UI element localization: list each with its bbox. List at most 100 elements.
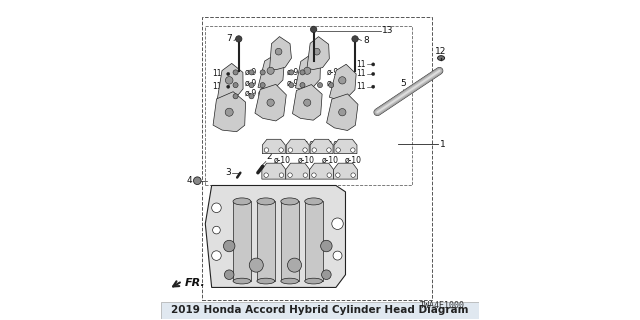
Polygon shape <box>205 186 346 287</box>
Ellipse shape <box>281 198 299 205</box>
Bar <box>161 302 479 319</box>
Circle shape <box>212 251 221 260</box>
Circle shape <box>267 67 274 74</box>
Text: ø-10: ø-10 <box>321 141 339 150</box>
Circle shape <box>372 85 375 88</box>
Circle shape <box>339 108 346 116</box>
Circle shape <box>233 94 238 99</box>
Ellipse shape <box>281 278 299 284</box>
Text: 12: 12 <box>435 47 447 56</box>
Text: 11: 11 <box>212 69 221 78</box>
Ellipse shape <box>233 198 251 205</box>
Polygon shape <box>262 139 285 154</box>
Polygon shape <box>310 139 333 154</box>
Circle shape <box>333 251 342 260</box>
Polygon shape <box>296 55 321 90</box>
Circle shape <box>279 173 284 177</box>
Circle shape <box>303 173 308 177</box>
Circle shape <box>249 94 254 99</box>
Text: 11: 11 <box>356 69 366 78</box>
Polygon shape <box>262 163 285 179</box>
Circle shape <box>335 173 340 177</box>
Circle shape <box>225 76 233 84</box>
Ellipse shape <box>305 278 323 284</box>
Circle shape <box>223 240 235 252</box>
Text: ø-10: ø-10 <box>345 156 362 164</box>
Ellipse shape <box>305 198 323 205</box>
Circle shape <box>300 70 305 75</box>
Circle shape <box>351 173 355 177</box>
Circle shape <box>249 70 254 75</box>
Circle shape <box>303 148 307 152</box>
Circle shape <box>225 108 233 116</box>
Circle shape <box>279 148 284 152</box>
Text: ø-9: ø-9 <box>258 89 270 98</box>
Circle shape <box>227 72 230 76</box>
Circle shape <box>328 83 333 88</box>
Circle shape <box>300 83 305 88</box>
Text: ø-9: ø-9 <box>245 89 257 98</box>
Text: ø-9: ø-9 <box>326 79 339 88</box>
Ellipse shape <box>233 278 251 284</box>
Text: 13: 13 <box>382 27 394 36</box>
Circle shape <box>264 148 269 152</box>
Circle shape <box>233 83 238 88</box>
Text: ø-10: ø-10 <box>321 156 339 164</box>
Circle shape <box>249 83 254 88</box>
Circle shape <box>304 67 311 74</box>
Circle shape <box>289 70 294 75</box>
Bar <box>257 201 275 281</box>
Text: 2: 2 <box>267 152 273 161</box>
Text: 2019 Honda Accord Hybrid Cylinder Head Diagram: 2019 Honda Accord Hybrid Cylinder Head D… <box>172 305 468 316</box>
Circle shape <box>227 85 230 88</box>
Circle shape <box>312 173 316 177</box>
Circle shape <box>288 148 292 152</box>
Circle shape <box>287 258 301 272</box>
Circle shape <box>310 26 317 33</box>
Polygon shape <box>307 37 330 69</box>
Circle shape <box>236 36 242 42</box>
Polygon shape <box>330 64 356 99</box>
Circle shape <box>212 226 220 234</box>
Text: TWA4E1000: TWA4E1000 <box>420 301 465 310</box>
Text: 4: 4 <box>186 176 192 185</box>
Text: 11: 11 <box>356 82 366 91</box>
Polygon shape <box>269 36 291 70</box>
Circle shape <box>352 36 358 42</box>
Circle shape <box>321 240 332 252</box>
Text: ø-10: ø-10 <box>298 156 315 164</box>
Text: 8: 8 <box>363 36 369 45</box>
Polygon shape <box>292 84 322 120</box>
Circle shape <box>326 148 331 152</box>
Circle shape <box>275 48 282 55</box>
Circle shape <box>321 270 331 279</box>
Circle shape <box>314 48 320 55</box>
Circle shape <box>264 173 268 177</box>
Text: 1: 1 <box>440 140 445 148</box>
Text: ø-9: ø-9 <box>287 79 299 88</box>
Ellipse shape <box>257 278 275 284</box>
Circle shape <box>372 72 375 76</box>
Text: 3: 3 <box>225 168 231 177</box>
Bar <box>305 201 323 281</box>
Circle shape <box>193 177 201 185</box>
Polygon shape <box>218 63 243 100</box>
Circle shape <box>267 99 275 106</box>
Circle shape <box>304 99 311 106</box>
Polygon shape <box>285 163 310 179</box>
Circle shape <box>336 148 340 152</box>
Ellipse shape <box>438 56 445 60</box>
Polygon shape <box>333 163 357 179</box>
Bar <box>233 201 251 281</box>
Text: ø-9: ø-9 <box>326 68 339 77</box>
Text: 11: 11 <box>356 60 366 69</box>
Circle shape <box>339 77 346 84</box>
Bar <box>281 201 299 281</box>
Circle shape <box>288 173 292 177</box>
Text: 6: 6 <box>268 92 274 101</box>
Text: ø-9: ø-9 <box>337 89 350 98</box>
Circle shape <box>317 83 323 88</box>
Circle shape <box>249 258 263 272</box>
Polygon shape <box>255 84 286 121</box>
Polygon shape <box>286 139 309 154</box>
